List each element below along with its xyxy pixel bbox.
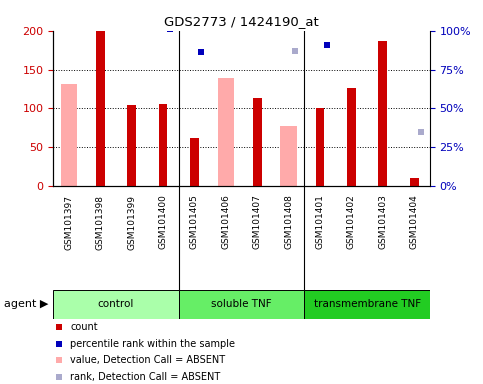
Text: GSM101402: GSM101402 [347,195,356,249]
Bar [304,290,430,319]
Bar [179,290,304,319]
Text: GSM101408: GSM101408 [284,195,293,250]
Text: percentile rank within the sample: percentile rank within the sample [70,339,235,349]
Text: rank, Detection Call = ABSENT: rank, Detection Call = ABSENT [70,372,220,382]
Bar [127,104,136,186]
Title: GDS2773 / 1424190_at: GDS2773 / 1424190_at [164,15,319,28]
Text: transmembrane TNF: transmembrane TNF [313,299,421,310]
Bar [347,88,356,186]
Bar [190,138,199,186]
Text: GSM101406: GSM101406 [221,195,230,250]
Text: GSM101397: GSM101397 [64,195,73,250]
Bar [53,290,179,319]
Bar [281,126,297,186]
Bar [378,41,387,186]
Bar [218,78,234,186]
Text: GSM101401: GSM101401 [315,195,325,250]
Text: GSM101407: GSM101407 [253,195,262,250]
Text: GSM101400: GSM101400 [158,195,168,250]
Text: GSM101399: GSM101399 [127,195,136,250]
Text: GSM101405: GSM101405 [190,195,199,250]
Text: agent ▶: agent ▶ [4,299,48,310]
Text: GSM101403: GSM101403 [378,195,387,250]
Text: value, Detection Call = ABSENT: value, Detection Call = ABSENT [70,356,225,366]
Bar [61,84,77,186]
Text: count: count [70,321,98,331]
Bar [253,98,262,186]
Bar [410,179,419,186]
Bar [158,104,168,186]
Text: GSM101404: GSM101404 [410,195,419,249]
Text: soluble TNF: soluble TNF [211,299,272,310]
Text: GSM101398: GSM101398 [96,195,105,250]
Bar [315,108,325,186]
Bar [96,31,105,186]
Text: control: control [98,299,134,310]
